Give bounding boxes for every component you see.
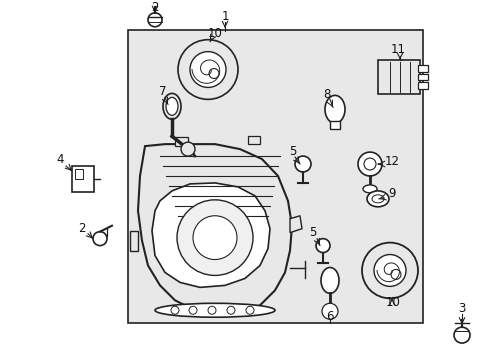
Circle shape: [357, 152, 381, 176]
Text: 7: 7: [159, 85, 166, 98]
Circle shape: [178, 40, 238, 99]
Circle shape: [193, 216, 237, 260]
Circle shape: [190, 51, 225, 87]
Bar: [128, 30, 422, 323]
Bar: [72, 166, 94, 192]
Text: 5: 5: [289, 145, 296, 158]
Text: 2: 2: [151, 1, 159, 14]
Circle shape: [390, 270, 400, 279]
Circle shape: [177, 200, 252, 275]
Bar: [329, 121, 339, 129]
Ellipse shape: [325, 95, 345, 123]
Text: 6: 6: [325, 310, 333, 323]
Circle shape: [208, 68, 219, 78]
Circle shape: [373, 255, 405, 287]
Text: 4: 4: [56, 153, 63, 166]
Circle shape: [207, 306, 216, 314]
Circle shape: [361, 243, 417, 298]
Polygon shape: [152, 183, 269, 287]
Bar: [417, 73, 427, 81]
Text: 12: 12: [384, 154, 399, 167]
Bar: [377, 59, 419, 94]
Polygon shape: [289, 216, 302, 233]
Circle shape: [453, 327, 469, 343]
Bar: [417, 64, 427, 72]
Text: 11: 11: [390, 43, 405, 56]
Ellipse shape: [163, 93, 181, 119]
Circle shape: [148, 13, 162, 27]
Circle shape: [315, 239, 329, 253]
Polygon shape: [247, 136, 260, 144]
Circle shape: [226, 306, 235, 314]
Circle shape: [363, 158, 375, 170]
Ellipse shape: [155, 303, 274, 317]
Text: 10: 10: [385, 296, 400, 309]
Ellipse shape: [165, 97, 178, 115]
Text: 10: 10: [207, 27, 222, 40]
Text: 5: 5: [309, 226, 316, 239]
Circle shape: [245, 306, 253, 314]
Ellipse shape: [362, 185, 376, 193]
Polygon shape: [175, 137, 187, 146]
Polygon shape: [138, 144, 291, 315]
Bar: [75, 169, 83, 179]
Text: 9: 9: [387, 187, 395, 201]
Ellipse shape: [320, 267, 338, 293]
Circle shape: [294, 156, 310, 172]
Text: 8: 8: [323, 88, 330, 101]
Polygon shape: [130, 231, 138, 251]
Ellipse shape: [366, 191, 388, 207]
Ellipse shape: [371, 195, 383, 203]
Text: 1: 1: [221, 10, 228, 23]
Circle shape: [171, 306, 179, 314]
Text: 3: 3: [457, 302, 465, 315]
Bar: [417, 82, 427, 89]
Text: 2: 2: [78, 222, 85, 235]
Circle shape: [93, 232, 107, 246]
Circle shape: [181, 142, 195, 156]
Circle shape: [321, 303, 337, 319]
Circle shape: [189, 306, 197, 314]
